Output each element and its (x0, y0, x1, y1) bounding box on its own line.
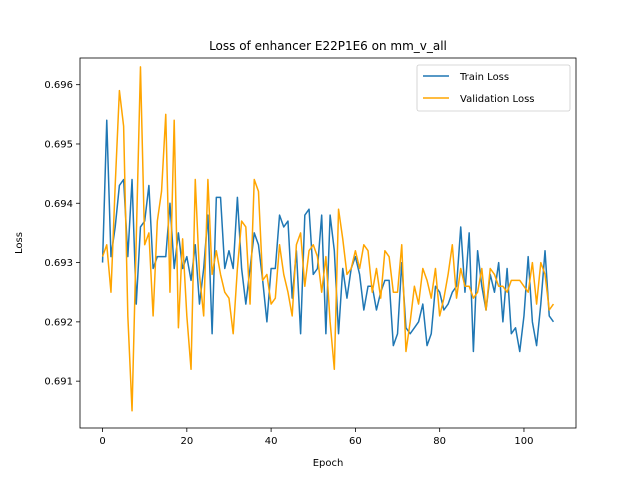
series-line-train-loss (101, 119, 555, 353)
legend-label-validation-loss: Validation Loss (460, 94, 535, 105)
x-tick-label: 100 (514, 436, 533, 447)
y-tick-label: 0.691 (44, 377, 73, 388)
y-axis: 0.691 0.692 0.693 0.694 0.695 0.696 (44, 80, 80, 388)
y-tick-label: 0.692 (44, 317, 73, 328)
y-tick-label: 0.693 (44, 258, 73, 269)
legend-label-train-loss: Train Loss (459, 72, 509, 83)
legend-frame (416, 64, 571, 112)
y-tick-label: 0.695 (44, 139, 73, 150)
y-tick-label: 0.694 (44, 199, 73, 210)
x-tick-label: 40 (265, 436, 278, 447)
x-tick-label: 0 (99, 436, 105, 447)
legend: Train Loss Validation Loss (416, 64, 571, 112)
x-tick-label: 80 (433, 436, 446, 447)
y-axis-label: Loss (14, 232, 25, 254)
plot-frame (79, 57, 577, 429)
x-tick-label: 20 (180, 436, 193, 447)
series-line-validation-loss (101, 66, 555, 412)
series-layer (101, 66, 555, 412)
x-tick-label: 60 (349, 436, 362, 447)
plot-area (80, 58, 576, 428)
y-tick-label: 0.696 (44, 80, 73, 91)
chart-title: Loss of enhancer E22P1E6 on mm_v_all (209, 39, 447, 53)
x-axis-label: Epoch (313, 458, 344, 469)
x-axis: 0 20 40 60 80 100 (99, 428, 534, 447)
